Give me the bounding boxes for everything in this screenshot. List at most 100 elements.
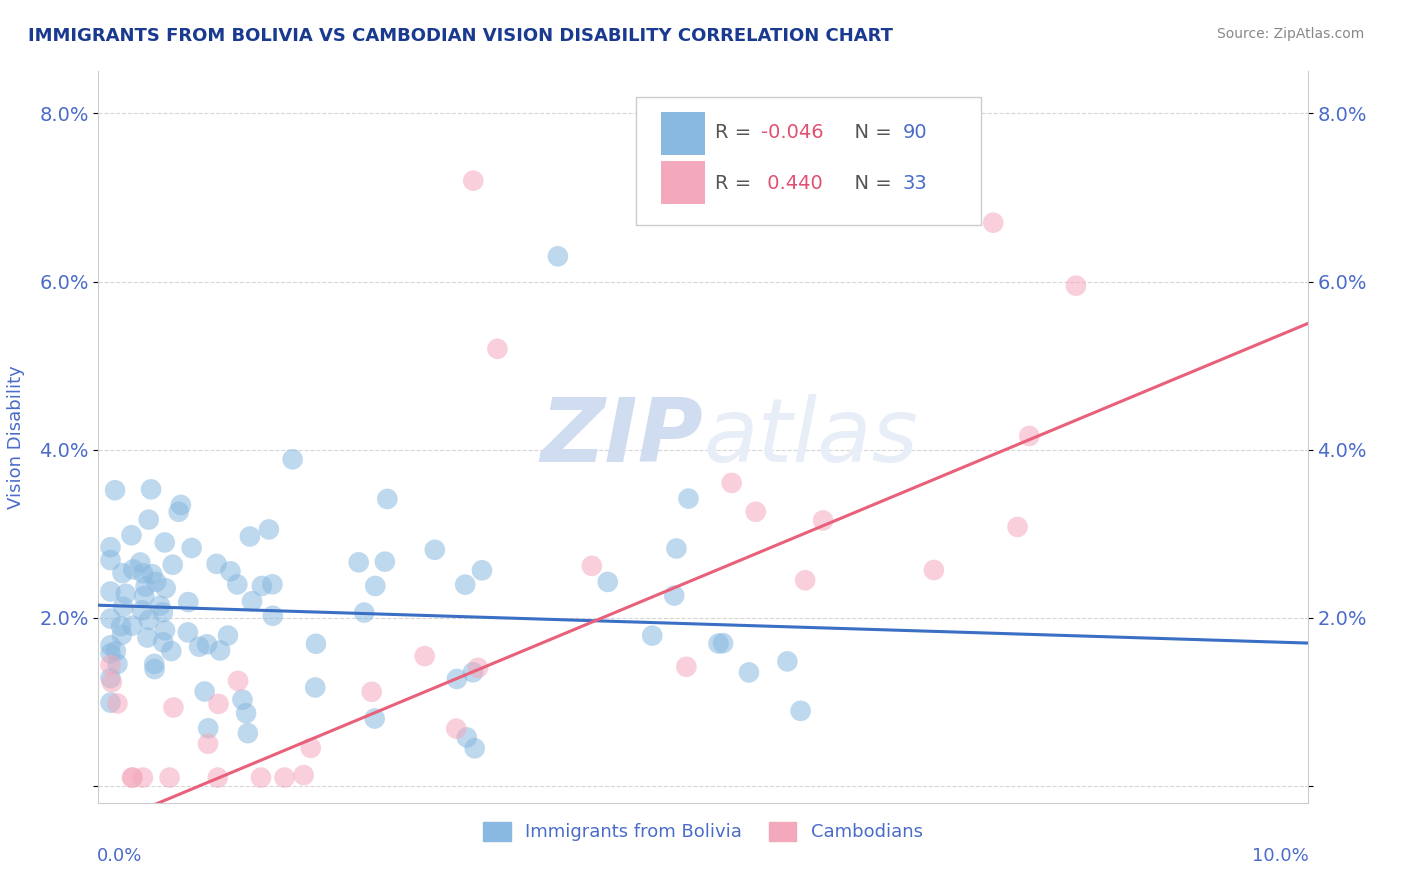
Point: [136, 631, 159, 645]
Point: [664, 589, 686, 603]
Point: [180, 541, 202, 555]
Point: [209, 643, 232, 657]
Point: [250, 579, 273, 593]
Point: [110, 619, 132, 633]
Point: [159, 771, 181, 785]
Point: [231, 692, 253, 706]
Point: [581, 558, 603, 573]
Y-axis label: Vision Disability: Vision Disability: [7, 365, 25, 509]
Point: [446, 672, 468, 686]
Point: [101, 675, 124, 690]
Point: [100, 540, 122, 554]
FancyBboxPatch shape: [661, 161, 706, 204]
Point: [641, 629, 664, 643]
Point: [240, 594, 263, 608]
Point: [104, 644, 127, 658]
Text: N =: N =: [842, 174, 898, 193]
Point: [347, 555, 370, 569]
Point: [107, 657, 129, 671]
Point: [305, 637, 328, 651]
Point: [100, 657, 122, 672]
Text: R =: R =: [716, 174, 758, 193]
Point: [467, 661, 489, 675]
Point: [596, 574, 619, 589]
Point: [360, 685, 382, 699]
Point: [132, 566, 155, 581]
Point: [304, 681, 326, 695]
Point: [195, 637, 218, 651]
Point: [149, 599, 172, 613]
Point: [486, 342, 509, 356]
Point: [413, 649, 436, 664]
Point: [197, 737, 219, 751]
Point: [121, 771, 143, 785]
Point: [226, 673, 249, 688]
Point: [794, 573, 817, 587]
Point: [281, 452, 304, 467]
Text: R =: R =: [716, 122, 758, 142]
FancyBboxPatch shape: [637, 97, 981, 225]
Point: [463, 174, 485, 188]
Point: [155, 581, 177, 595]
Point: [121, 771, 143, 785]
Point: [188, 640, 211, 654]
Point: [981, 216, 1004, 230]
Point: [121, 618, 143, 632]
Point: [177, 595, 200, 609]
Point: [461, 665, 484, 680]
Legend: Immigrants from Bolivia, Cambodians: Immigrants from Bolivia, Cambodians: [477, 814, 929, 848]
Point: [236, 726, 259, 740]
Point: [454, 577, 477, 591]
Point: [423, 542, 446, 557]
Point: [162, 558, 184, 572]
Text: 90: 90: [903, 122, 927, 142]
Point: [104, 483, 127, 498]
Point: [711, 636, 734, 650]
Text: 0.440: 0.440: [761, 174, 823, 193]
Text: 33: 33: [903, 174, 928, 193]
Point: [100, 553, 122, 567]
Point: [207, 771, 229, 785]
Point: [207, 697, 229, 711]
Text: ZIP: ZIP: [540, 393, 703, 481]
Point: [100, 638, 122, 652]
Point: [100, 584, 122, 599]
Point: [364, 579, 387, 593]
Point: [292, 768, 315, 782]
Text: 0.0%: 0.0%: [97, 847, 142, 864]
Point: [226, 577, 249, 591]
Point: [134, 580, 156, 594]
Point: [162, 700, 184, 714]
Point: [299, 741, 322, 756]
Point: [167, 505, 190, 519]
Point: [257, 523, 280, 537]
Point: [217, 628, 239, 642]
Point: [177, 625, 200, 640]
Point: [152, 605, 174, 619]
Point: [121, 528, 143, 542]
Text: N =: N =: [842, 122, 898, 142]
Point: [138, 512, 160, 526]
Point: [374, 555, 396, 569]
Point: [1018, 429, 1040, 443]
Point: [111, 566, 134, 581]
Point: [720, 475, 742, 490]
Point: [100, 671, 122, 685]
Point: [197, 721, 219, 735]
Point: [139, 483, 162, 497]
Point: [132, 771, 155, 785]
Point: [273, 771, 295, 785]
Point: [262, 608, 284, 623]
Text: Source: ZipAtlas.com: Source: ZipAtlas.com: [1216, 27, 1364, 41]
Point: [107, 697, 129, 711]
Point: [1007, 520, 1029, 534]
Point: [112, 599, 135, 614]
Point: [675, 659, 697, 673]
Point: [100, 647, 122, 661]
Point: [789, 704, 811, 718]
Point: [707, 636, 730, 650]
Point: [122, 562, 145, 576]
Point: [665, 541, 688, 556]
Point: [143, 662, 166, 676]
Point: [446, 722, 468, 736]
